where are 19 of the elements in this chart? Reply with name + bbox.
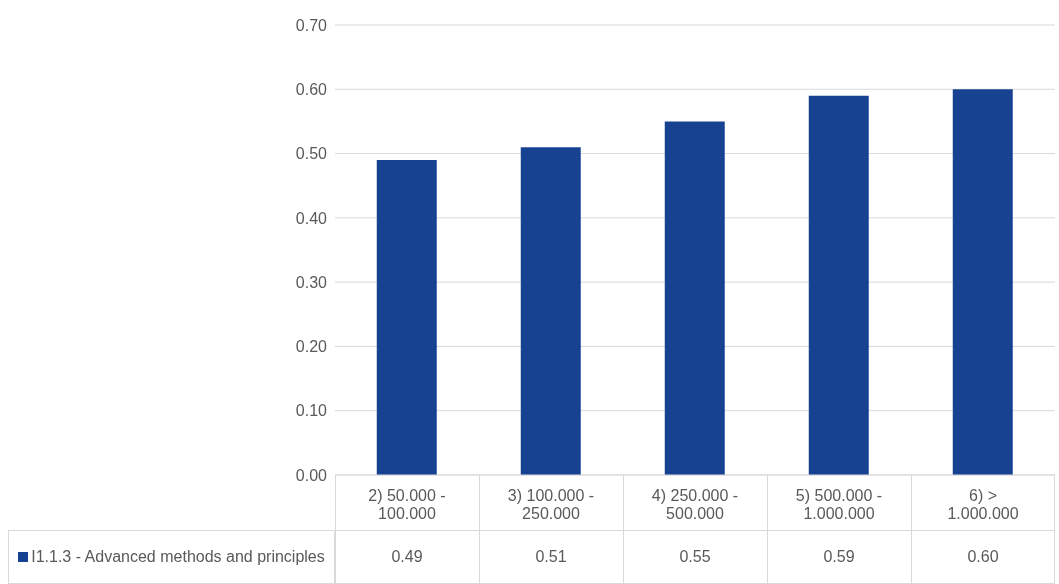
y-tick-label: 0.00 xyxy=(295,466,328,484)
data-label: 0.49 xyxy=(335,530,479,584)
y-tick-label: 0.60 xyxy=(295,80,328,98)
x-tick-label: 4) 250.000 - 500.000 xyxy=(651,487,739,522)
x-tick-label: 6) > 1.000.000 xyxy=(947,487,1019,522)
y-tick-label: 0.30 xyxy=(295,273,328,291)
legend-label: I1.1.3 - Advanced methods and principles xyxy=(30,548,325,566)
x-tick-label: 2) 50.000 - 100.000 xyxy=(368,487,446,522)
y-tick-label: 0.70 xyxy=(295,16,328,34)
data-label: 0.51 xyxy=(479,530,623,584)
data-label: 0.59 xyxy=(767,530,911,584)
x-tick-label: 5) 500.000 - 1.000.000 xyxy=(795,487,883,522)
data-label: 0.60 xyxy=(911,530,1055,584)
y-tick-label: 0.10 xyxy=(295,402,328,420)
y-tick-label: 0.50 xyxy=(295,145,328,163)
y-tick-label: 0.20 xyxy=(295,338,328,356)
y-tick-label: 0.40 xyxy=(295,209,328,227)
data-label: 0.55 xyxy=(623,530,767,584)
x-tick-label: 3) 100.000 - 250.000 xyxy=(507,487,595,522)
